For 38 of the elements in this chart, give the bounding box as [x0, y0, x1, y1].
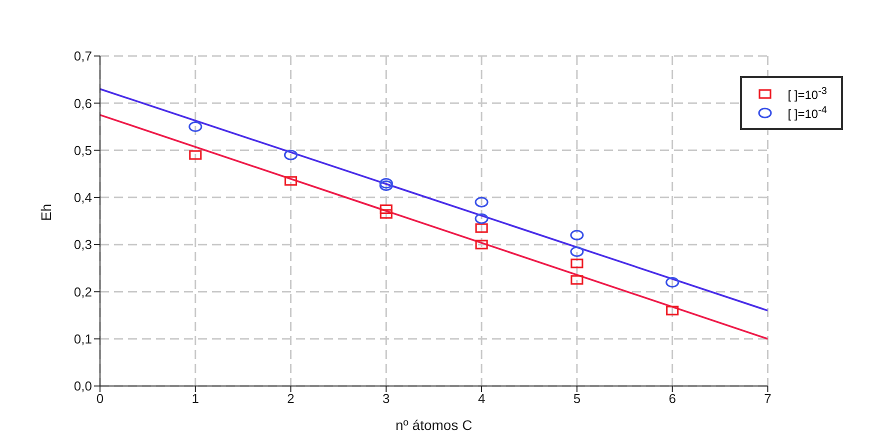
point: [570, 275, 584, 285]
point: [379, 178, 393, 189]
y-tick-label: 0,3: [74, 237, 92, 252]
legend-label: [ ]=10$^{-3}$: [788, 85, 827, 103]
y-tick-label: 0,2: [74, 284, 92, 300]
point: [189, 150, 202, 160]
x-tick-label: 1: [192, 391, 200, 406]
point: [666, 276, 680, 288]
point: [380, 204, 392, 214]
x-tick-label: 7: [764, 391, 772, 406]
x-tick-label: 3: [382, 391, 390, 406]
x-tick-label: 2: [287, 391, 294, 406]
point: [188, 121, 202, 132]
point: [475, 240, 488, 250]
point: [379, 180, 393, 191]
point: [474, 213, 488, 224]
x-tick-label: 6: [668, 391, 676, 406]
point: [474, 196, 488, 208]
y-tick-label: 0,7: [74, 48, 92, 64]
point: [570, 230, 584, 240]
point: [570, 246, 584, 257]
point: [666, 306, 679, 316]
legend-label: [ ]=10$^{-4}$: [788, 104, 827, 122]
y-tick-label: 0,1: [74, 331, 92, 346]
x-tick-label: 0: [96, 391, 104, 406]
point: [570, 258, 584, 268]
y-tick-label: 0,6: [74, 96, 92, 111]
point: [380, 209, 392, 219]
x-tick-label: 4: [478, 391, 486, 406]
y-tick-label: 0,5: [74, 142, 92, 158]
x-tick-label: 5: [573, 391, 581, 406]
point: [284, 176, 298, 186]
y-tick-label: 0,0: [74, 378, 92, 394]
point: [475, 223, 488, 233]
x-axis-title: nº átomos C: [396, 417, 472, 433]
y-tick-label: 0,4: [74, 190, 92, 206]
y-axis-title: Eh: [38, 204, 54, 221]
point: [284, 150, 298, 160]
